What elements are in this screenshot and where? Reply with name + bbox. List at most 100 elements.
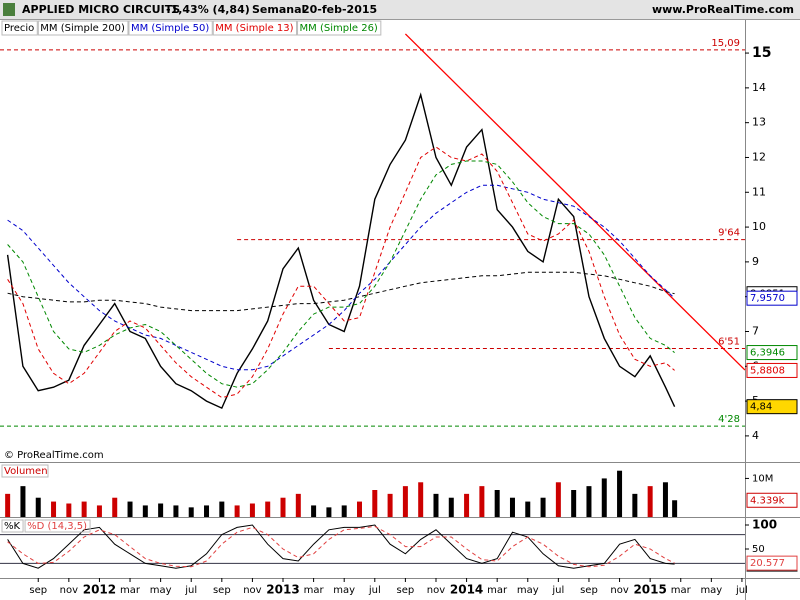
y-tick-label: 4 xyxy=(752,429,759,442)
volume-bar xyxy=(127,501,133,517)
x-tick-label: sep xyxy=(397,585,415,596)
last-value-box xyxy=(746,290,798,306)
last-value-label: 7,9570 xyxy=(750,293,785,304)
y-tick-label: 12 xyxy=(752,150,766,163)
volume-bar xyxy=(494,490,500,517)
legend-box xyxy=(1,519,24,533)
last-value-label: 5,8808 xyxy=(750,365,785,376)
volume-bar xyxy=(341,505,347,517)
volume-bar xyxy=(509,497,515,517)
x-tick-label: jul xyxy=(551,585,564,596)
legend-box xyxy=(1,20,38,36)
y-tick-label: 9 xyxy=(752,255,759,268)
level-label: 15,09 xyxy=(711,38,740,49)
x-tick-label: 2014 xyxy=(450,583,483,597)
volume-bar xyxy=(402,486,408,517)
chart-title: APPLIED MICRO CIRCUITS xyxy=(22,3,180,16)
last-value-box xyxy=(746,362,798,378)
volume-bar xyxy=(632,493,638,517)
period: Semanal xyxy=(252,3,305,16)
volume-bar xyxy=(601,478,607,517)
series-line xyxy=(7,160,675,388)
volume-bar xyxy=(464,493,470,517)
volume-bar xyxy=(571,490,577,517)
x-tick-label: nov xyxy=(60,585,78,596)
x-tick-label: mar xyxy=(304,585,325,596)
volume-bar xyxy=(35,497,41,517)
x-tick-label: sep xyxy=(580,585,598,596)
x-tick-label: 2012 xyxy=(83,583,116,597)
legend-entry: %K xyxy=(4,521,21,532)
volume-bar xyxy=(234,505,240,517)
volume-bar xyxy=(81,501,87,517)
y-tick-label: 15 xyxy=(752,45,771,61)
watermark: © ProRealTime.com xyxy=(4,450,104,461)
x-tick-label: may xyxy=(700,585,722,596)
x-tick-label: mar xyxy=(671,585,692,596)
volume-bar xyxy=(112,497,118,517)
date: 20-feb-2015 xyxy=(302,3,377,16)
volume-bar xyxy=(433,493,439,517)
volume-bar xyxy=(265,501,271,517)
volume-bar xyxy=(142,505,148,517)
series-line xyxy=(7,146,675,399)
series-line xyxy=(7,525,675,568)
trendline xyxy=(404,33,746,371)
x-tick-label: 2013 xyxy=(266,583,299,597)
volume-bar xyxy=(617,470,623,517)
level-label: 4'28 xyxy=(718,414,740,425)
legend-box xyxy=(24,519,91,533)
panel-label-box xyxy=(1,464,49,478)
volume-bar xyxy=(20,486,26,517)
x-tick-label: sep xyxy=(29,585,47,596)
panel-label: Volumen xyxy=(4,466,48,477)
last-value-label: 20.577 xyxy=(750,558,785,569)
y-tick-label: 10M xyxy=(752,473,773,484)
volume-bar xyxy=(647,486,653,517)
legend-entry: MM (Simple 200) xyxy=(40,23,125,34)
legend-entry: Precio xyxy=(4,23,34,34)
x-tick-label: sep xyxy=(213,585,231,596)
x-tick-label: may xyxy=(150,585,172,596)
volume-bar xyxy=(66,503,72,517)
volume-bar xyxy=(188,507,194,517)
legend-entry: %D (14,3,5) xyxy=(27,521,87,532)
volume-bar xyxy=(5,493,11,517)
volume-bar xyxy=(662,482,668,517)
legend-entry: MM (Simple 13) xyxy=(215,23,293,34)
series-line xyxy=(7,271,675,312)
last-value-box xyxy=(746,555,798,571)
volume-bar xyxy=(372,490,378,517)
level-label: 6'51 xyxy=(718,337,740,348)
legend-box xyxy=(37,20,129,36)
last-value-box xyxy=(746,492,798,508)
volume-bar xyxy=(479,486,485,517)
last-value-box xyxy=(746,399,798,415)
volume-bar xyxy=(555,482,561,517)
last-value-box xyxy=(746,345,798,361)
legend-box xyxy=(212,20,298,36)
volume-bar xyxy=(448,497,454,517)
volume-bar xyxy=(158,503,164,517)
x-tick-label: jul xyxy=(368,585,381,596)
source: www.ProRealTime.com xyxy=(652,3,794,16)
series-line xyxy=(6,92,676,410)
volume-bar xyxy=(311,505,317,517)
volume-bar xyxy=(173,505,179,517)
x-tick-label: nov xyxy=(243,585,261,596)
legend-entry: MM (Simple 26) xyxy=(300,23,378,34)
x-tick-label: jul xyxy=(735,585,748,596)
app-icon xyxy=(3,3,15,16)
level-label: 9'64 xyxy=(718,228,740,239)
volume-bar xyxy=(387,493,393,517)
last-value-label: 4,84 xyxy=(750,402,772,413)
x-tick-label: mar xyxy=(487,585,508,596)
y-tick-label: 14 xyxy=(752,81,766,94)
y-tick-label: 13 xyxy=(752,116,766,129)
x-tick-label: nov xyxy=(610,585,628,596)
volume-bar xyxy=(525,501,531,517)
price-change: -1,43% (4,84) xyxy=(166,3,250,16)
volume-bar xyxy=(586,486,592,517)
volume-bar xyxy=(540,497,546,517)
volume-bar xyxy=(204,505,210,517)
